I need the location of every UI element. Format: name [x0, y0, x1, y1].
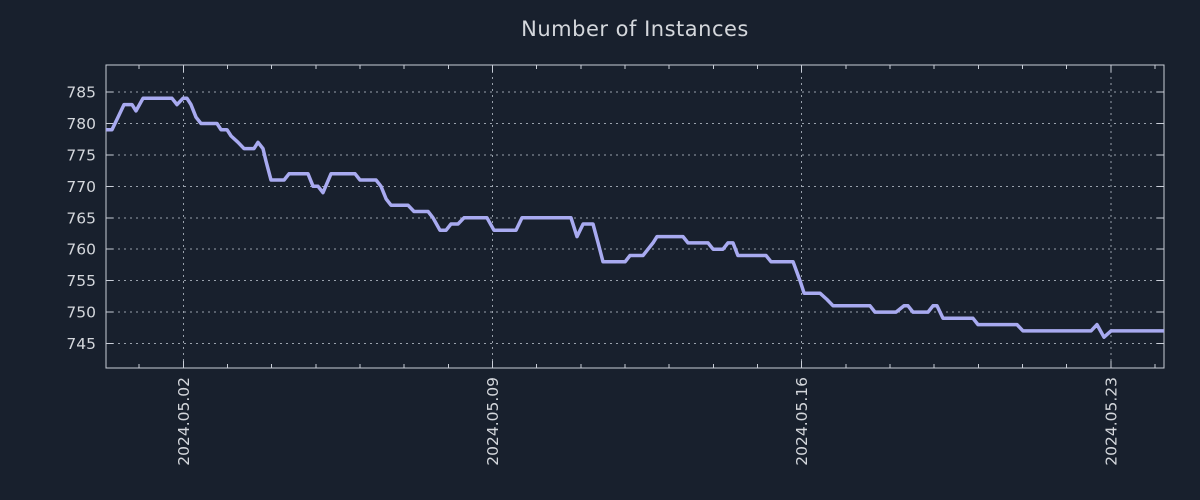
y-tick-label: 760	[66, 241, 96, 259]
y-tick-label: 780	[66, 115, 96, 133]
y-tick-label: 775	[66, 146, 96, 164]
x-tick-label: 2024.05.02	[175, 377, 193, 466]
y-tick-label: 770	[66, 178, 96, 196]
y-tick-label: 765	[66, 209, 96, 227]
y-tick-label: 745	[66, 335, 96, 353]
y-tick-label: 785	[66, 84, 96, 102]
plot-border	[105, 64, 1165, 369]
y-tick-label: 755	[66, 272, 96, 290]
x-tick-label: 2024.05.23	[1102, 377, 1120, 466]
chart-title: Number of Instances	[521, 17, 749, 41]
x-tick-label: 2024.05.09	[484, 377, 502, 466]
series-line	[106, 96, 1164, 339]
x-tick-label: 2024.05.16	[793, 377, 811, 466]
y-tick-label: 750	[66, 304, 96, 322]
